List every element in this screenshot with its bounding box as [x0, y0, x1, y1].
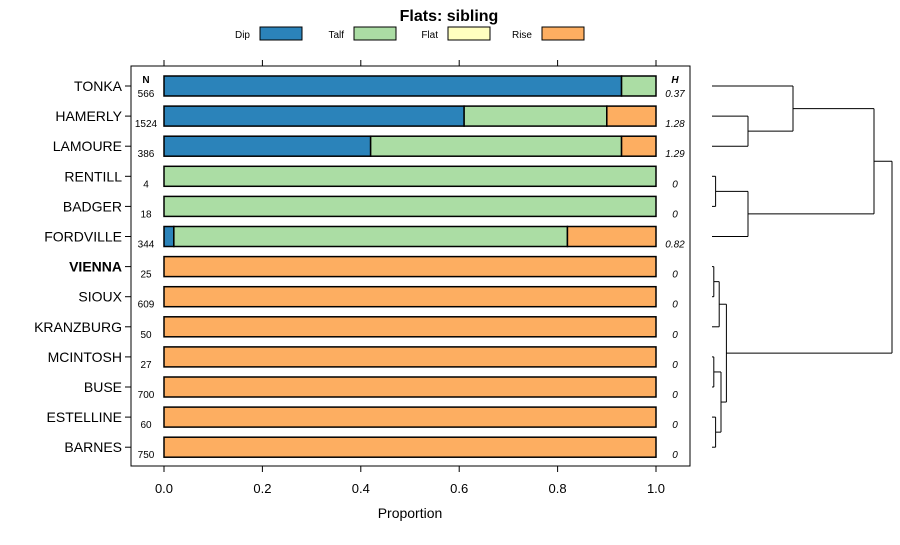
bar-segment-fordville-rise: [566, 225, 657, 248]
legend-swatch-flat: [447, 26, 491, 41]
n-value-kranzburg: 50: [140, 330, 152, 341]
row-label-mcintosh: MCINTOSH: [48, 349, 122, 365]
n-value-sioux: 609: [138, 300, 155, 311]
h-value-mcintosh: 0: [672, 360, 678, 371]
bar-segment-estelline-rise: [163, 406, 657, 428]
n-value-rentill: 4: [143, 179, 149, 190]
bar-segment-lamoure-dip: [163, 135, 372, 157]
legend-label-talf: Talf: [328, 30, 344, 41]
h-value-sioux: 0: [672, 300, 678, 311]
n-value-lamoure: 386: [138, 149, 155, 160]
x-tick-label: 0.6: [450, 481, 468, 496]
legend-label-rise: Rise: [512, 30, 532, 41]
plot-frame: [130, 65, 691, 467]
row-label-hamerly: HAMERLY: [55, 108, 122, 124]
plot-area: 0.0 0.2 0.4 0.6 0.8 1.0 N H TONKA 566 0.37 HAMERLY 1…: [34, 60, 691, 496]
x-tick-label: 0.0: [155, 481, 173, 496]
bar-segment-hamerly-dip: [163, 105, 465, 127]
x-tick-label: 0.4: [352, 481, 370, 496]
row-label-rentill: RENTILL: [64, 168, 122, 184]
h-value-vienna: 0: [672, 270, 678, 281]
bar-segment-fordville-dip: [163, 225, 175, 248]
h-value-barnes: 0: [672, 450, 678, 461]
h-value-badger: 0: [672, 209, 678, 220]
bar-segment-fordville-talf: [173, 225, 569, 248]
bar-segment-badger-talf: [163, 195, 657, 218]
row-label-tonka: TONKA: [74, 78, 123, 94]
dendrogram: [712, 85, 893, 448]
bar-segment-rentill-talf: [163, 165, 657, 188]
n-value-barnes: 750: [138, 450, 155, 461]
n-value-estelline: 60: [140, 420, 152, 431]
legend-swatch-dip: [259, 26, 303, 41]
bar-segment-hamerly-talf: [463, 105, 608, 127]
h-value-buse: 0: [672, 390, 678, 401]
bar-segment-vienna-rise: [163, 255, 657, 278]
row-label-lamoure: LAMOURE: [53, 138, 122, 154]
n-value-badger: 18: [140, 209, 152, 220]
row-label-fordville: FORDVILLE: [44, 229, 122, 245]
row-label-kranzburg: KRANZBURG: [34, 319, 122, 335]
h-value-hamerly: 1.28: [665, 119, 685, 130]
h-value-fordville: 0.82: [665, 240, 685, 251]
bar-segment-lamoure-rise: [620, 135, 657, 157]
n-value-vienna: 25: [140, 270, 152, 281]
legend-swatch-rise: [541, 26, 585, 41]
h-column-header: H: [671, 75, 679, 86]
legend-swatch-talf: [353, 26, 397, 41]
bar-segment-lamoure-talf: [369, 135, 623, 157]
legend-label-dip: Dip: [235, 30, 250, 41]
bar-segment-tonka-dip: [163, 75, 623, 97]
h-value-tonka: 0.37: [665, 89, 685, 100]
row-label-barnes: BARNES: [64, 439, 122, 455]
n-value-tonka: 566: [138, 89, 155, 100]
n-value-mcintosh: 27: [140, 360, 152, 371]
n-value-buse: 700: [138, 390, 155, 401]
chart-title: Flats: sibling: [400, 8, 499, 25]
n-value-hamerly: 1524: [135, 119, 158, 130]
bar-segment-barnes-rise: [163, 436, 657, 458]
bar-segment-buse-rise: [163, 376, 657, 398]
x-tick-label: 0.2: [253, 481, 271, 496]
h-value-lamoure: 1.29: [665, 149, 685, 160]
n-column-header: N: [142, 75, 149, 86]
row-label-buse: BUSE: [84, 379, 122, 395]
row-label-sioux: SIOUX: [78, 289, 122, 305]
x-axis-title: Proportion: [378, 505, 443, 521]
x-tick-label: 1.0: [647, 481, 665, 496]
bar-segment-hamerly-rise: [606, 105, 657, 127]
row-label-vienna: VIENNA: [69, 259, 122, 275]
h-value-rentill: 0: [672, 179, 678, 190]
h-value-kranzburg: 0: [672, 330, 678, 341]
row-label-badger: BADGER: [63, 198, 122, 214]
bar-segment-sioux-rise: [163, 285, 657, 308]
legend-label-flat: Flat: [421, 30, 438, 41]
bar-segment-tonka-talf: [620, 75, 657, 97]
n-value-fordville: 344: [138, 240, 155, 251]
row-label-estelline: ESTELLINE: [47, 409, 122, 425]
bar-segment-kranzburg-rise: [163, 316, 657, 338]
bar-segment-mcintosh-rise: [163, 346, 657, 368]
legend: Dip Talf Flat Rise: [235, 26, 585, 41]
h-value-estelline: 0: [672, 420, 678, 431]
x-tick-label: 0.8: [549, 481, 567, 496]
